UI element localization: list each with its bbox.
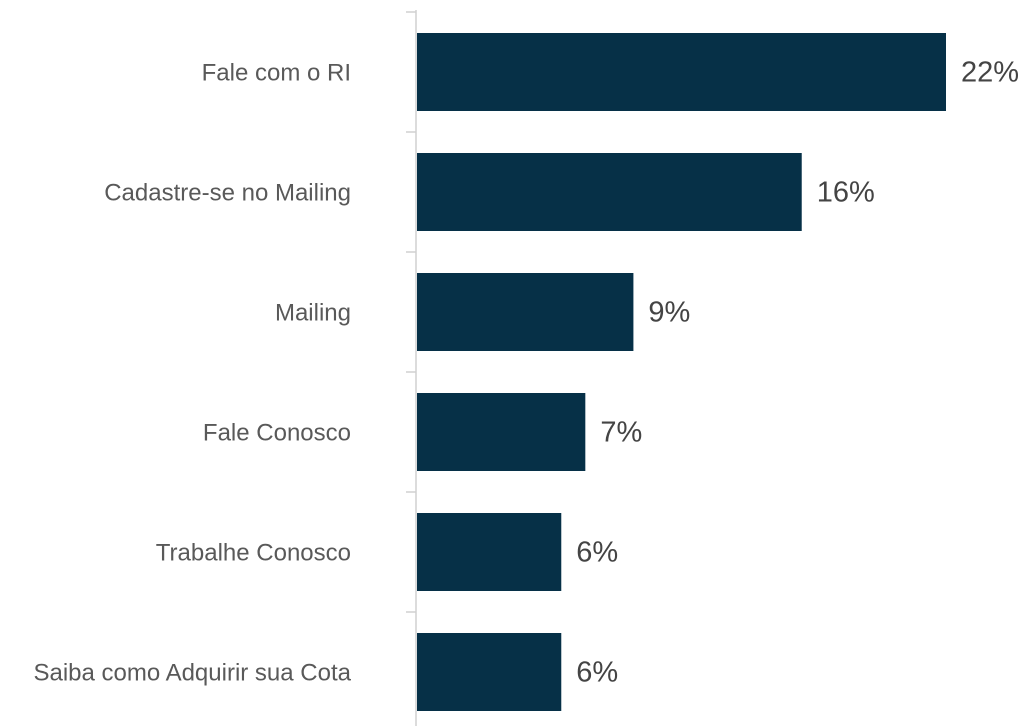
value-label: 6% — [576, 537, 618, 569]
category-label: Trabalhe Conosco — [156, 539, 351, 566]
category-label: Fale com o RI — [202, 59, 351, 86]
category-label: Mailing — [275, 299, 351, 326]
value-label: 22% — [961, 57, 1019, 89]
bar — [417, 393, 586, 471]
bar — [417, 633, 562, 711]
category-label: Cadastre-se no Mailing — [104, 179, 351, 206]
value-label: 9% — [648, 297, 690, 329]
bar — [417, 153, 802, 231]
category-label: Fale Conosco — [203, 419, 351, 446]
category-label: Saiba como Adquirir sua Cota — [33, 659, 351, 686]
value-label: 6% — [576, 657, 618, 689]
bar — [417, 33, 946, 111]
value-label: 7% — [600, 417, 642, 449]
bar — [417, 273, 634, 351]
bar — [417, 513, 562, 591]
value-label: 16% — [817, 177, 875, 209]
